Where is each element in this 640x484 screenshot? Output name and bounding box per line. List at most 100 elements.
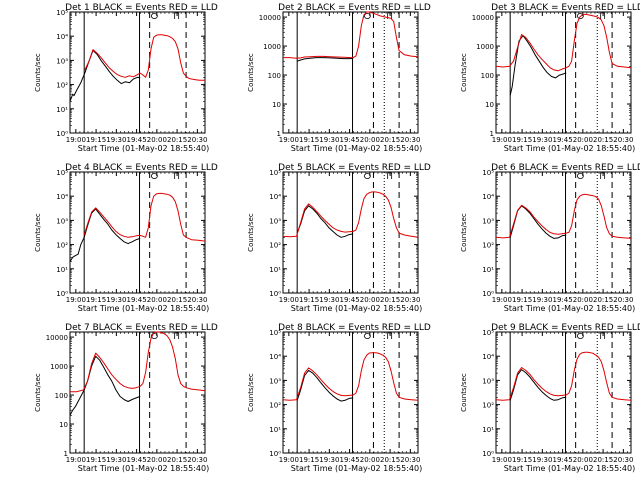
x-tick-label: 19:45 <box>340 296 360 304</box>
x-tick-label: 19:15 <box>86 456 106 464</box>
x-tick-label: 20:30 <box>187 456 207 464</box>
x-tick-label: 19:45 <box>127 456 147 464</box>
y-tick-label: 10¹ <box>56 106 68 114</box>
series-black-events <box>296 205 354 238</box>
y-tick-label: 100 <box>481 72 494 80</box>
y-tick-label: 10³ <box>56 57 68 65</box>
chart-title: Det 9 BLACK = Events RED = LLD <box>491 323 640 333</box>
x-tick-label: 19:30 <box>532 136 552 144</box>
chart-title: Det 7 BLACK = Events RED = LLD <box>65 323 218 333</box>
x-tick-label: 20:15 <box>380 296 400 304</box>
x-tick-label: 20:15 <box>380 456 400 464</box>
x-tick-label: 19:30 <box>106 136 126 144</box>
chart-title: Det 1 BLACK = Events RED = LLD <box>65 3 218 13</box>
plot-frame <box>495 331 632 454</box>
x-tick-label: 19:00 <box>492 456 512 464</box>
y-tick-label: 10³ <box>482 217 494 225</box>
y-tick-label: 10⁰ <box>56 130 68 138</box>
series-black-events <box>69 49 141 102</box>
chart-title: Det 4 BLACK = Events RED = LLD <box>65 163 218 173</box>
y-tick-label: 10⁵ <box>269 329 281 337</box>
y-tick-label: 10⁵ <box>482 329 494 337</box>
x-axis-label: Start Time (01-May-02 18:55:40) <box>504 144 635 153</box>
y-tick-label: 10000 <box>259 14 281 22</box>
y-tick-label: 10² <box>482 402 494 410</box>
chart-panel-5: Det 5 BLACK = Events RED = LLD 10⁰ 10¹ 10² 1… <box>247 163 431 313</box>
x-tick-label: 19:30 <box>106 296 126 304</box>
attenuator-marker-bracket <box>600 172 606 179</box>
chart-panel-2: Det 2 BLACK = Events RED = LLD 1 10 100 1000… <box>247 3 431 153</box>
series-red-lld <box>495 193 632 239</box>
chart-panel-8: Det 8 BLACK = Events RED = LLD 10⁰ 10¹ 10² 1… <box>247 323 431 473</box>
y-tick-label: 10² <box>269 402 281 410</box>
x-tick-label: 19:30 <box>319 296 339 304</box>
y-tick-label: 1000 <box>263 43 281 51</box>
x-tick-label: 19:45 <box>553 136 573 144</box>
y-tick-label: 10³ <box>269 377 281 385</box>
x-tick-label: 19:15 <box>86 296 106 304</box>
plot-frame <box>282 11 419 134</box>
x-tick-label: 19:00 <box>279 136 299 144</box>
y-axis-label: Counts/sec <box>460 213 468 252</box>
y-tick-label: 10000 <box>472 14 494 22</box>
x-tick-label: 19:30 <box>319 456 339 464</box>
series-red-lld <box>84 34 205 81</box>
plot-frame <box>495 171 632 294</box>
attenuator-marker-circle <box>363 13 371 19</box>
x-tick-label: 19:00 <box>279 296 299 304</box>
x-tick-label: 19:00 <box>66 136 86 144</box>
x-tick-label: 19:45 <box>127 136 147 144</box>
attenuator-marker-bracket <box>387 172 393 179</box>
x-tick-label: 20:15 <box>167 456 187 464</box>
x-axis-label: Start Time (01-May-02 18:55:40) <box>78 144 209 153</box>
series-black-events <box>296 369 354 402</box>
x-tick-label: 20:00 <box>147 296 167 304</box>
attenuator-marker-bracket <box>174 332 180 339</box>
series-red-lld <box>495 351 632 401</box>
y-tick-label: 10⁰ <box>56 290 68 298</box>
x-tick-label: 20:30 <box>613 296 633 304</box>
x-tick-label: 20:00 <box>573 136 593 144</box>
x-tick-label: 20:15 <box>593 296 613 304</box>
x-axis-label: Start Time (01-May-02 18:55:40) <box>291 304 422 313</box>
x-tick-label: 20:00 <box>573 456 593 464</box>
y-tick-label: 10¹ <box>269 426 281 434</box>
attenuator-marker-bracket <box>600 12 606 19</box>
x-tick-label: 20:15 <box>167 296 187 304</box>
plot-frame <box>282 171 419 294</box>
x-axis-label: Start Time (01-May-02 18:55:40) <box>504 304 635 313</box>
x-tick-label: 20:30 <box>400 136 420 144</box>
y-axis-label: Counts/sec <box>34 373 42 412</box>
x-tick-label: 19:45 <box>340 456 360 464</box>
y-axis-label: Counts/sec <box>34 53 42 92</box>
x-tick-label: 19:15 <box>512 456 532 464</box>
x-tick-label: 19:30 <box>532 456 552 464</box>
attenuator-marker-circle <box>576 333 584 339</box>
y-tick-label: 10⁰ <box>482 290 494 298</box>
chart-panel-9: Det 9 BLACK = Events RED = LLD 10⁰ 10¹ 10² 1… <box>460 323 640 473</box>
chart-panel-1: Det 1 BLACK = Events RED = LLD 10⁰ 10¹ 10² 1… <box>34 3 218 153</box>
y-tick-label: 10⁴ <box>269 353 281 361</box>
y-tick-label: 10² <box>56 242 68 250</box>
y-tick-label: 10⁵ <box>56 9 68 17</box>
attenuator-marker-circle <box>576 173 584 179</box>
x-tick-label: 19:15 <box>299 456 319 464</box>
x-tick-label: 20:00 <box>360 456 380 464</box>
y-tick-label: 1 <box>277 130 281 138</box>
plot-frame <box>282 331 419 454</box>
attenuator-marker-circle <box>150 333 158 339</box>
y-tick-label: 10³ <box>482 377 494 385</box>
series-red-lld <box>282 352 419 401</box>
plot-frame <box>69 331 206 454</box>
x-tick-label: 20:00 <box>360 296 380 304</box>
plot-frame <box>495 11 632 134</box>
x-tick-label: 19:45 <box>553 456 573 464</box>
x-tick-label: 19:30 <box>106 456 126 464</box>
x-tick-label: 20:30 <box>187 136 207 144</box>
x-axis-label: Start Time (01-May-02 18:55:40) <box>291 144 422 153</box>
x-axis-label: Start Time (01-May-02 18:55:40) <box>504 464 635 473</box>
x-tick-label: 20:00 <box>360 136 380 144</box>
y-tick-label: 10⁰ <box>482 450 494 458</box>
plot-frame <box>69 11 206 134</box>
